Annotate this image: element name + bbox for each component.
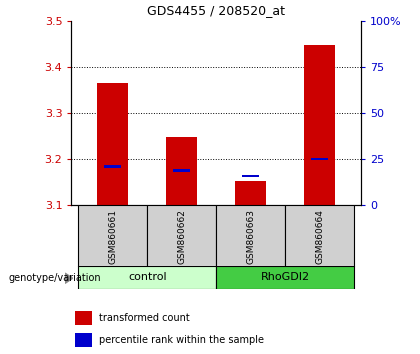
Bar (304, 45, 335, 205)
Bar (78, 205, 147, 267)
Polygon shape (65, 273, 73, 283)
Bar (78, 266, 216, 289)
Bar (173, 170, 190, 172)
Text: control: control (128, 272, 167, 282)
Text: GSM860664: GSM860664 (315, 209, 324, 264)
Bar (235, 181, 266, 205)
Bar (311, 158, 328, 160)
Text: GSM860663: GSM860663 (246, 209, 255, 264)
Bar (285, 205, 354, 267)
Bar (97, 83, 129, 205)
Text: RhoGDI2: RhoGDI2 (261, 272, 310, 282)
Text: percentile rank within the sample: percentile rank within the sample (99, 335, 264, 345)
Text: transformed count: transformed count (99, 313, 190, 323)
Bar (166, 137, 197, 205)
Title: GDS4455 / 208520_at: GDS4455 / 208520_at (147, 4, 285, 17)
Bar (75, 333, 92, 347)
Text: GSM860661: GSM860661 (108, 209, 117, 264)
Bar (242, 175, 259, 177)
Text: GSM860662: GSM860662 (177, 209, 186, 264)
Bar (75, 312, 92, 325)
Text: genotype/variation: genotype/variation (8, 273, 101, 283)
Bar (147, 205, 216, 267)
Bar (216, 205, 285, 267)
Bar (104, 165, 121, 167)
Bar (216, 266, 354, 289)
